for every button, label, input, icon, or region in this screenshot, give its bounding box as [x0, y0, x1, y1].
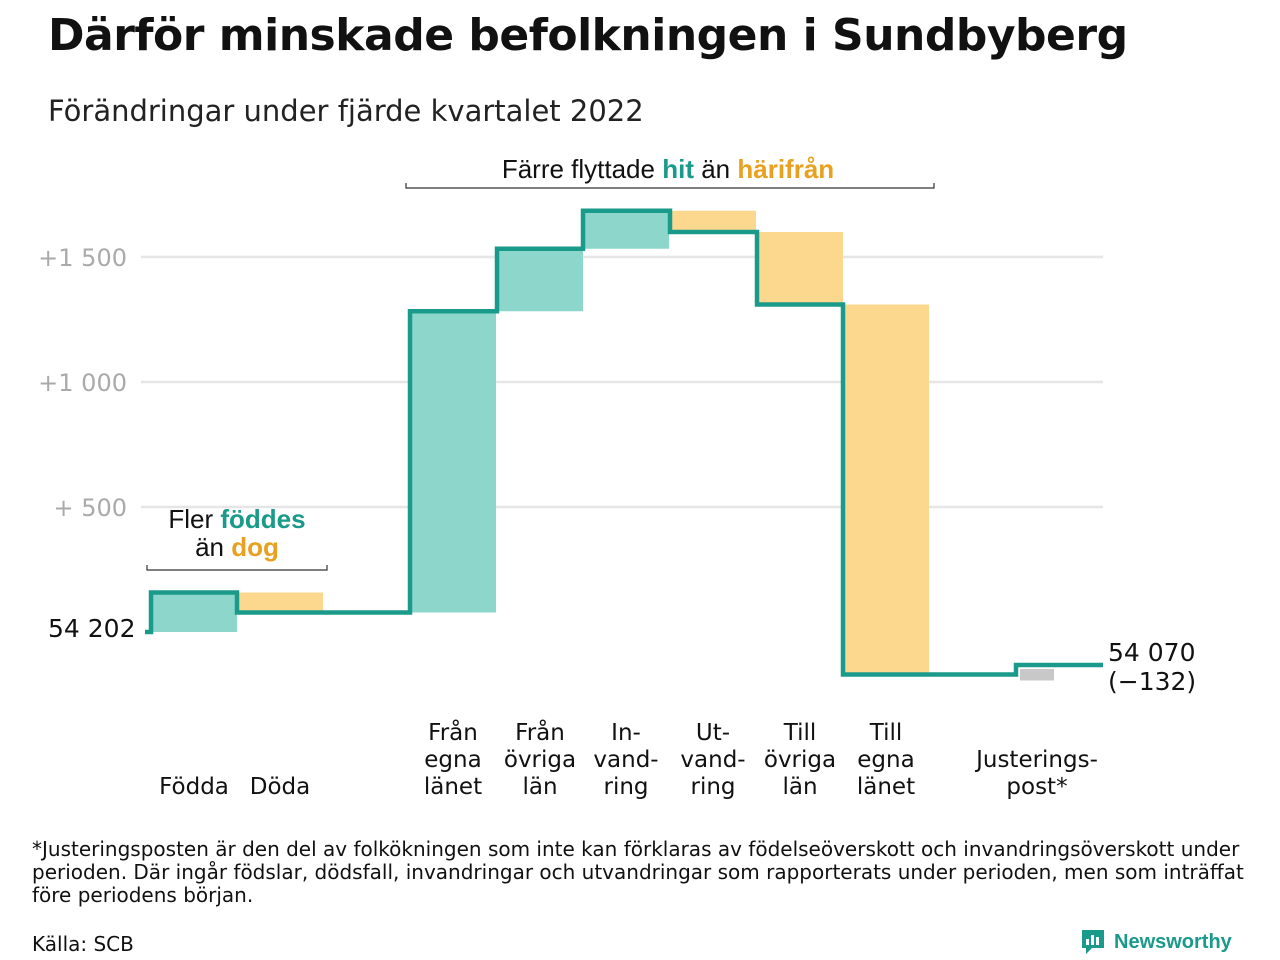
moves-annotation-text-2: än — [694, 154, 737, 184]
y-axis-ticks: + 500 +1 000 +1 500 — [38, 244, 127, 522]
bar-decrease — [670, 210, 756, 232]
category-label: Till — [783, 720, 817, 746]
category-label: Till — [869, 720, 903, 746]
category-label: övriga — [504, 747, 576, 773]
chart-title: Därför minskade befolkningen i Sundbyber… — [48, 10, 1128, 61]
y-tick-label: +1 500 — [38, 244, 127, 272]
category-label: Ut- — [696, 720, 730, 746]
category-label: Födda — [159, 774, 229, 800]
category-label: län — [522, 774, 557, 800]
category-label: egna — [424, 747, 481, 773]
bar-decrease — [843, 304, 929, 675]
category-label: ring — [603, 774, 648, 800]
births-annotation-text: Fler — [168, 504, 220, 534]
bar-increase — [583, 210, 669, 249]
births-annotation-text-2: än — [195, 532, 231, 562]
brand-name: Newsworthy — [1114, 930, 1232, 953]
category-label: egna — [857, 747, 914, 773]
moves-annotation: Färre flyttade hit än härifrån — [405, 154, 935, 189]
category-label: län — [782, 774, 817, 800]
category-label: post* — [1006, 774, 1067, 800]
bar-adjustment — [1020, 669, 1054, 681]
source-label: Källa: SCB — [32, 932, 134, 956]
waterfall-chart: + 500+1 000+1 500 Födda DödaFrånegnalänet… — [38, 154, 1196, 800]
svg-text:Fler föddes: Fler föddes — [168, 504, 305, 534]
births-annotation-highlight: föddes — [220, 504, 305, 534]
bars — [151, 210, 1054, 681]
bar-decrease — [237, 592, 323, 613]
moves-annotation-text: Färre flyttade — [502, 154, 662, 184]
running-total-line — [145, 208, 1103, 677]
end-value-label: 54 070 — [1108, 638, 1195, 667]
end-change-label: (−132) — [1108, 667, 1196, 696]
svg-text:Färre flyttade hit än härifrån: Färre flyttade hit än härifrån — [502, 154, 834, 184]
chart-subtitle: Förändringar under fjärde kvartalet 2022 — [48, 94, 644, 128]
category-label: vand- — [593, 747, 658, 773]
moves-annotation-highlight-2: härifrån — [737, 154, 834, 184]
bar-increase — [497, 248, 583, 312]
newsworthy-icon — [1082, 930, 1104, 954]
bar-decrease — [757, 232, 843, 305]
bar-increase — [410, 311, 496, 613]
footnote: *Justeringsposten är den del av folkökni… — [32, 837, 1244, 907]
category-label: vand- — [680, 747, 745, 773]
births-annotation: Fler föddes än dog — [146, 504, 328, 571]
y-tick-label: +1 000 — [38, 369, 127, 397]
category-label: In- — [611, 720, 641, 746]
bar-increase — [151, 592, 237, 632]
running-total-path — [145, 208, 1103, 677]
newsworthy-logo: Newsworthy — [1080, 928, 1232, 956]
category-label: ring — [690, 774, 735, 800]
category-label: övriga — [764, 747, 836, 773]
moves-bracket — [405, 183, 935, 189]
category-label: Från — [515, 718, 565, 746]
moves-annotation-highlight: hit — [662, 154, 694, 184]
category-label: länet — [857, 774, 915, 800]
category-label: Justerings- — [974, 747, 1098, 773]
category-label: Döda — [250, 774, 310, 800]
svg-text:än dog: än dog — [195, 532, 279, 562]
category-label: Från — [428, 718, 478, 746]
y-tick-label: + 500 — [53, 494, 127, 522]
grid-lines — [141, 255, 1103, 509]
births-bracket — [146, 565, 328, 571]
births-annotation-highlight-2: dog — [231, 532, 279, 562]
category-label: länet — [424, 774, 482, 800]
start-value-label: 54 202 — [48, 614, 135, 643]
category-labels: Födda DödaFrånegnalänetFrånövrigalänIn-va… — [159, 718, 1098, 800]
